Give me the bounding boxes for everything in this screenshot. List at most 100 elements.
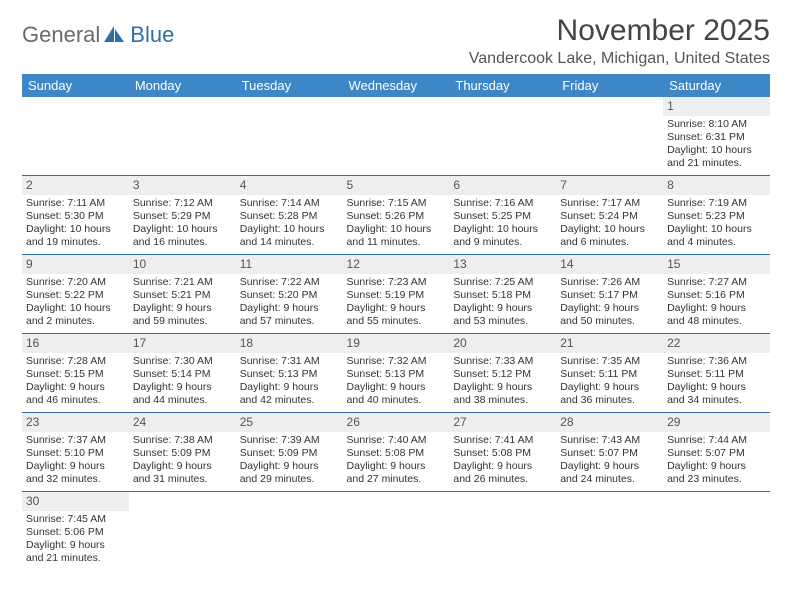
sunset-text: Sunset: 5:25 PM bbox=[453, 210, 552, 223]
daylight-text: Daylight: 9 hours and 40 minutes. bbox=[347, 381, 446, 407]
sunrise-text: Sunrise: 7:44 AM bbox=[667, 434, 766, 447]
calendar-row: 1Sunrise: 8:10 AMSunset: 6:31 PMDaylight… bbox=[22, 97, 770, 176]
calendar-header-row: SundayMondayTuesdayWednesdayThursdayFrid… bbox=[22, 74, 770, 97]
title-block: November 2025 Vandercook Lake, Michigan,… bbox=[469, 14, 770, 68]
day-number: 5 bbox=[343, 176, 450, 195]
daylight-text: Daylight: 9 hours and 34 minutes. bbox=[667, 381, 766, 407]
day-cell: 27Sunrise: 7:41 AMSunset: 5:08 PMDayligh… bbox=[449, 413, 556, 492]
day-cell: 2 Sunrise: 7:11 AMSunset: 5:30 PMDaylight… bbox=[22, 176, 129, 255]
sunset-text: Sunset: 5:23 PM bbox=[667, 210, 766, 223]
sunset-text: Sunset: 5:28 PM bbox=[240, 210, 339, 223]
sunset-text: Sunset: 5:18 PM bbox=[453, 289, 552, 302]
daylight-text: Daylight: 10 hours and 4 minutes. bbox=[667, 223, 766, 249]
sunset-text: Sunset: 6:31 PM bbox=[667, 131, 766, 144]
day-cell: 14Sunrise: 7:26 AMSunset: 5:17 PMDayligh… bbox=[556, 255, 663, 334]
calendar-row: 9Sunrise: 7:20 AMSunset: 5:22 PMDaylight… bbox=[22, 255, 770, 334]
header: General Blue November 2025 Vandercook La… bbox=[22, 14, 770, 68]
empty-cell bbox=[236, 492, 343, 571]
empty-cell bbox=[129, 97, 236, 176]
sunset-text: Sunset: 5:16 PM bbox=[667, 289, 766, 302]
calendar-row: 30Sunrise: 7:45 AMSunset: 5:06 PMDayligh… bbox=[22, 492, 770, 571]
day-number: 18 bbox=[236, 334, 343, 353]
day-cell: 24Sunrise: 7:38 AMSunset: 5:09 PMDayligh… bbox=[129, 413, 236, 492]
daylight-text: Daylight: 9 hours and 27 minutes. bbox=[347, 460, 446, 486]
day-cell: 19Sunrise: 7:32 AMSunset: 5:13 PMDayligh… bbox=[343, 334, 450, 413]
day-cell: 16Sunrise: 7:28 AMSunset: 5:15 PMDayligh… bbox=[22, 334, 129, 413]
daylight-text: Daylight: 9 hours and 38 minutes. bbox=[453, 381, 552, 407]
daylight-text: Daylight: 9 hours and 55 minutes. bbox=[347, 302, 446, 328]
empty-cell bbox=[22, 97, 129, 176]
daylight-text: Daylight: 10 hours and 2 minutes. bbox=[26, 302, 125, 328]
sunrise-text: Sunrise: 7:32 AM bbox=[347, 355, 446, 368]
daylight-text: Daylight: 10 hours and 21 minutes. bbox=[667, 144, 766, 170]
empty-cell bbox=[556, 97, 663, 176]
day-cell: 4Sunrise: 7:14 AMSunset: 5:28 PMDaylight… bbox=[236, 176, 343, 255]
day-number: 19 bbox=[343, 334, 450, 353]
day-number: 2 bbox=[22, 176, 129, 195]
sunrise-text: Sunrise: 7:40 AM bbox=[347, 434, 446, 447]
day-cell: 23Sunrise: 7:37 AMSunset: 5:10 PMDayligh… bbox=[22, 413, 129, 492]
day-cell: 29Sunrise: 7:44 AMSunset: 5:07 PMDayligh… bbox=[663, 413, 770, 492]
sunrise-text: Sunrise: 7:20 AM bbox=[26, 276, 125, 289]
empty-cell bbox=[236, 97, 343, 176]
day-cell: 11Sunrise: 7:22 AMSunset: 5:20 PMDayligh… bbox=[236, 255, 343, 334]
sunrise-text: Sunrise: 7:30 AM bbox=[133, 355, 232, 368]
sunrise-text: Sunrise: 7:41 AM bbox=[453, 434, 552, 447]
sunset-text: Sunset: 5:12 PM bbox=[453, 368, 552, 381]
daylight-text: Daylight: 9 hours and 59 minutes. bbox=[133, 302, 232, 328]
brand-text-2: Blue bbox=[130, 22, 174, 48]
sunrise-text: Sunrise: 7:37 AM bbox=[26, 434, 125, 447]
daylight-text: Daylight: 9 hours and 42 minutes. bbox=[240, 381, 339, 407]
daylight-text: Daylight: 9 hours and 29 minutes. bbox=[240, 460, 339, 486]
sunset-text: Sunset: 5:13 PM bbox=[240, 368, 339, 381]
day-header-friday: Friday bbox=[556, 74, 663, 97]
daylight-text: Daylight: 10 hours and 14 minutes. bbox=[240, 223, 339, 249]
day-number: 20 bbox=[449, 334, 556, 353]
day-number: 7 bbox=[556, 176, 663, 195]
day-cell: 22Sunrise: 7:36 AMSunset: 5:11 PMDayligh… bbox=[663, 334, 770, 413]
day-number: 12 bbox=[343, 255, 450, 274]
day-cell: 1Sunrise: 8:10 AMSunset: 6:31 PMDaylight… bbox=[663, 97, 770, 176]
day-cell: 9Sunrise: 7:20 AMSunset: 5:22 PMDaylight… bbox=[22, 255, 129, 334]
brand-logo: General Blue bbox=[22, 14, 174, 48]
day-number: 30 bbox=[22, 492, 129, 511]
sunrise-text: Sunrise: 7:38 AM bbox=[133, 434, 232, 447]
sunset-text: Sunset: 5:30 PM bbox=[26, 210, 125, 223]
day-number: 15 bbox=[663, 255, 770, 274]
day-number: 26 bbox=[343, 413, 450, 432]
sunrise-text: Sunrise: 7:45 AM bbox=[26, 513, 125, 526]
sunrise-text: Sunrise: 7:23 AM bbox=[347, 276, 446, 289]
day-number: 3 bbox=[129, 176, 236, 195]
sunset-text: Sunset: 5:11 PM bbox=[560, 368, 659, 381]
day-cell: 20Sunrise: 7:33 AMSunset: 5:12 PMDayligh… bbox=[449, 334, 556, 413]
sunrise-text: Sunrise: 7:11 AM bbox=[26, 197, 125, 210]
day-number: 29 bbox=[663, 413, 770, 432]
sunrise-text: Sunrise: 7:28 AM bbox=[26, 355, 125, 368]
daylight-text: Daylight: 10 hours and 19 minutes. bbox=[26, 223, 125, 249]
sunrise-text: Sunrise: 7:21 AM bbox=[133, 276, 232, 289]
brand-text-1: General bbox=[22, 22, 100, 48]
sunrise-text: Sunrise: 7:31 AM bbox=[240, 355, 339, 368]
sunrise-text: Sunrise: 7:43 AM bbox=[560, 434, 659, 447]
sunset-text: Sunset: 5:24 PM bbox=[560, 210, 659, 223]
daylight-text: Daylight: 9 hours and 24 minutes. bbox=[560, 460, 659, 486]
daylight-text: Daylight: 9 hours and 46 minutes. bbox=[26, 381, 125, 407]
sunset-text: Sunset: 5:09 PM bbox=[133, 447, 232, 460]
day-cell: 7Sunrise: 7:17 AMSunset: 5:24 PMDaylight… bbox=[556, 176, 663, 255]
day-header-monday: Monday bbox=[129, 74, 236, 97]
daylight-text: Daylight: 10 hours and 6 minutes. bbox=[560, 223, 659, 249]
sunrise-text: Sunrise: 7:14 AM bbox=[240, 197, 339, 210]
sunrise-text: Sunrise: 7:35 AM bbox=[560, 355, 659, 368]
calendar-row: 16Sunrise: 7:28 AMSunset: 5:15 PMDayligh… bbox=[22, 334, 770, 413]
sunset-text: Sunset: 5:07 PM bbox=[560, 447, 659, 460]
sunrise-text: Sunrise: 7:16 AM bbox=[453, 197, 552, 210]
day-number: 17 bbox=[129, 334, 236, 353]
sunset-text: Sunset: 5:26 PM bbox=[347, 210, 446, 223]
day-number: 11 bbox=[236, 255, 343, 274]
location-text: Vandercook Lake, Michigan, United States bbox=[469, 50, 770, 68]
day-cell: 28Sunrise: 7:43 AMSunset: 5:07 PMDayligh… bbox=[556, 413, 663, 492]
sunrise-text: Sunrise: 7:19 AM bbox=[667, 197, 766, 210]
calendar-row: 23Sunrise: 7:37 AMSunset: 5:10 PMDayligh… bbox=[22, 413, 770, 492]
sunset-text: Sunset: 5:29 PM bbox=[133, 210, 232, 223]
sunset-text: Sunset: 5:15 PM bbox=[26, 368, 125, 381]
